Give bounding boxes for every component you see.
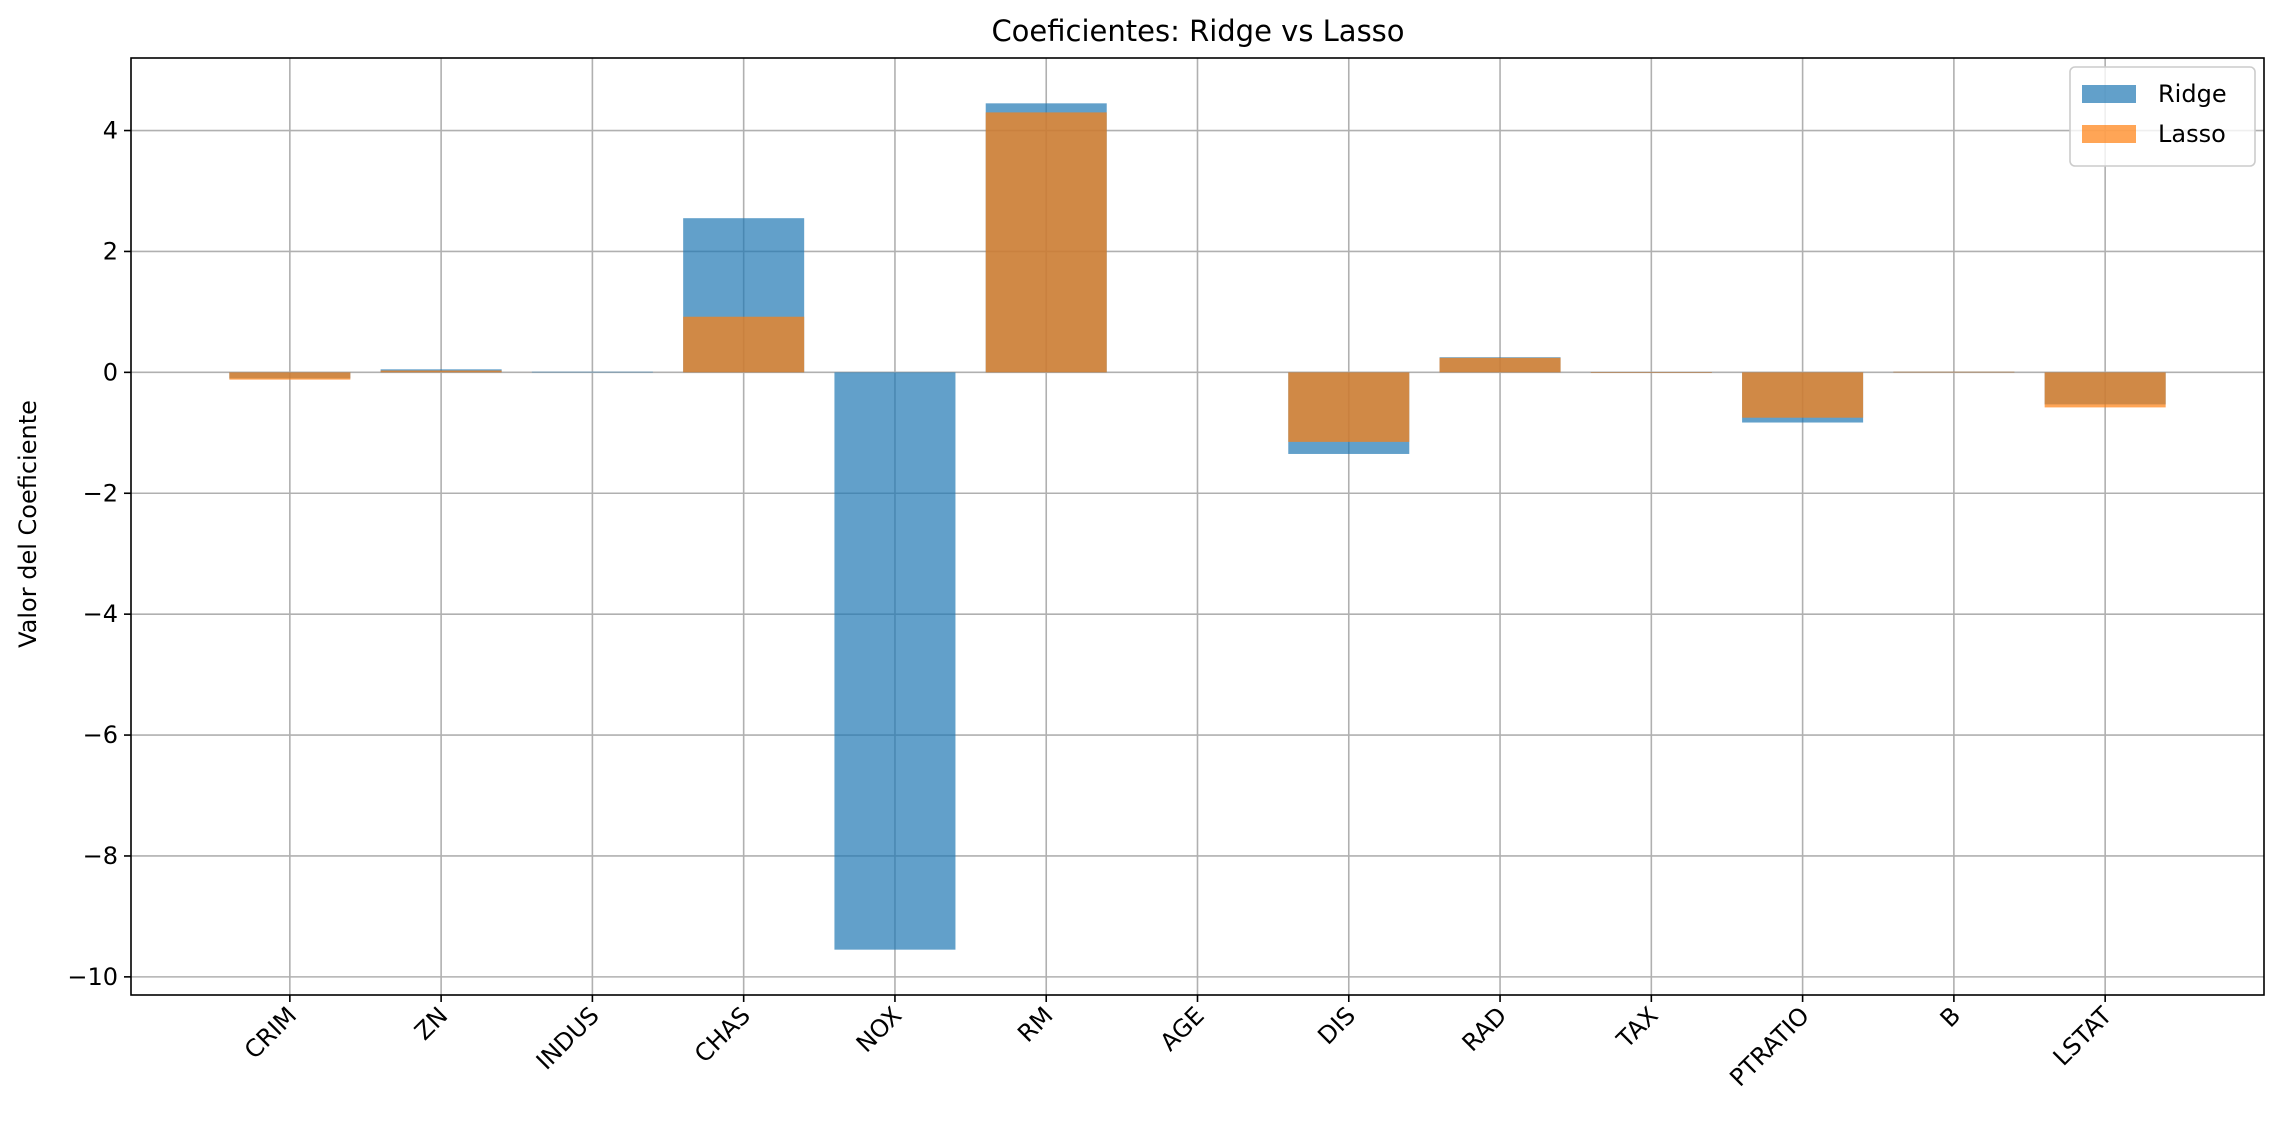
bar-lasso-dis <box>1288 372 1410 442</box>
bar-ridge-nox <box>834 372 956 950</box>
y-tick-label: −4 <box>83 600 118 628</box>
y-tick-label: −8 <box>83 842 118 870</box>
chart-title: Coeficientes: Ridge vs Lasso <box>991 14 1404 48</box>
legend: Ridge Lasso <box>2069 66 2256 167</box>
bar-lasso-zn <box>380 370 502 373</box>
bar-ridge-indus <box>531 371 653 373</box>
y-tick-label: −2 <box>83 479 118 507</box>
bar-lasso-ptratio <box>1742 372 1864 418</box>
y-tick-label: 4 <box>103 117 118 145</box>
y-tick-label: −10 <box>67 963 118 991</box>
bar-lasso-crim <box>229 372 351 380</box>
y-tick-label: 0 <box>103 358 118 386</box>
bar-lasso-lstat <box>2044 372 2166 408</box>
legend-label-ridge: Ridge <box>2158 80 2227 108</box>
y-tick-label: 2 <box>103 237 118 265</box>
legend-swatch-ridge <box>2082 85 2136 103</box>
bar-lasso-rad <box>1439 357 1561 373</box>
legend-swatch-lasso <box>2082 125 2136 143</box>
y-tick-label: −6 <box>83 721 118 749</box>
bar-lasso-rm <box>985 112 1107 373</box>
legend-label-lasso: Lasso <box>2158 120 2226 148</box>
bar-lasso-tax <box>1590 372 1712 373</box>
plot-frame <box>130 57 2265 996</box>
y-axis-label: Valor del Coeficiente <box>14 400 42 648</box>
bar-lasso-chas <box>683 316 805 373</box>
bars-layer <box>229 103 2166 950</box>
bar-lasso-b <box>1893 371 2015 373</box>
